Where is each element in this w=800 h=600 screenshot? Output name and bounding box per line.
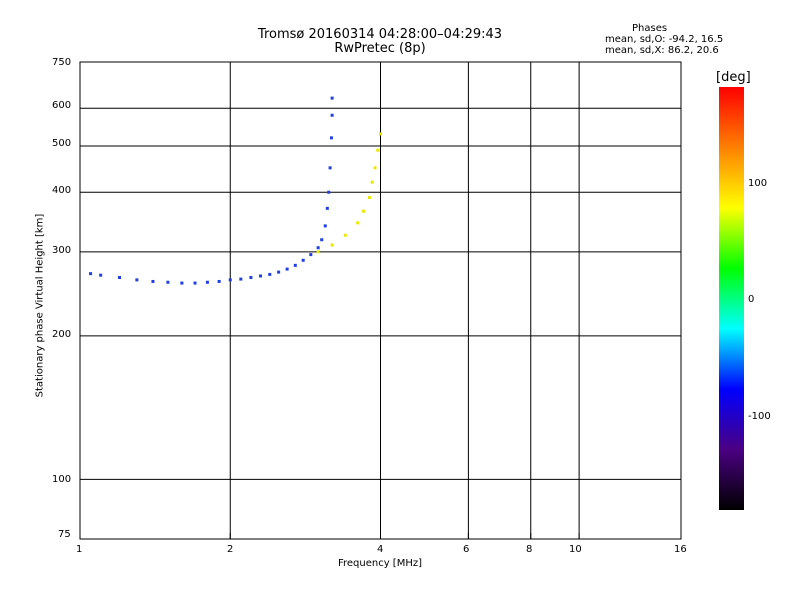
data-point <box>268 272 272 276</box>
phase-stats-o: mean, sd,O: -94.2, 16.5 <box>605 34 724 45</box>
data-point <box>135 278 139 282</box>
data-point <box>323 224 327 228</box>
colorbar <box>719 87 744 510</box>
chart-subtitle: RwPretec (8p) <box>334 41 426 56</box>
colorbar-tick-100: 100 <box>748 178 768 189</box>
data-point <box>239 277 243 281</box>
x-tick-label: 10 <box>569 544 582 555</box>
y-tick-label: 75 <box>58 529 71 540</box>
data-point <box>325 206 329 210</box>
data-point <box>301 258 305 262</box>
data-point <box>316 246 320 250</box>
phase-stats-heading: Phases <box>632 23 668 34</box>
data-point <box>356 221 360 225</box>
data-point <box>217 279 221 283</box>
data-point <box>89 272 93 276</box>
phase-stats-x: mean, sd,X: 86.2, 20.6 <box>605 45 719 56</box>
data-point <box>320 238 324 242</box>
data-point <box>379 132 382 136</box>
data-point <box>330 243 334 247</box>
y-tick-label: 100 <box>52 474 72 485</box>
x-tick-label: 8 <box>526 544 533 555</box>
data-point <box>376 148 380 152</box>
colorbar-tick-0: 0 <box>748 294 755 305</box>
data-point <box>343 233 347 237</box>
y-axis-label: Stationary phase Virtual Height [km] <box>34 213 46 398</box>
x-tick-label: 4 <box>377 544 384 555</box>
data-point <box>277 270 281 274</box>
data-point <box>99 273 103 277</box>
data-point <box>362 209 366 213</box>
data-point <box>205 280 209 284</box>
x-tick-label: 16 <box>674 544 687 555</box>
y-tick-label: 300 <box>52 245 72 256</box>
y-tick-label: 750 <box>52 57 72 68</box>
axis-ticks <box>79 533 682 539</box>
colorbar-label: [deg] <box>716 70 751 85</box>
x-axis-label: Frequency [MHz] <box>337 558 423 569</box>
chart-title: Tromsø 20160314 04:28:00–04:29:43 <box>257 27 503 42</box>
data-point <box>249 276 253 280</box>
data-point <box>330 113 334 117</box>
data-point <box>316 250 320 254</box>
x-tick-label: 2 <box>227 544 234 555</box>
data-point <box>373 166 377 170</box>
data-point <box>370 180 374 184</box>
data-point <box>293 263 297 267</box>
y-tick-label: 600 <box>52 100 72 111</box>
data-point <box>309 253 313 257</box>
y-tick-label: 400 <box>52 185 72 196</box>
x-tick-label: 1 <box>76 544 83 555</box>
grid-lines <box>79 61 682 540</box>
data-point <box>330 96 334 100</box>
data-points <box>89 96 382 285</box>
x-tick-label: 6 <box>463 544 470 555</box>
colorbar-tick-minus100: -100 <box>748 411 771 422</box>
y-tick-label: 200 <box>52 329 72 340</box>
data-point <box>180 281 184 285</box>
data-point <box>328 166 332 170</box>
data-point <box>327 190 331 194</box>
data-point <box>329 136 333 140</box>
data-point <box>166 280 170 284</box>
data-point <box>228 278 232 282</box>
data-point <box>118 276 122 280</box>
data-point <box>285 267 289 271</box>
data-point <box>193 281 197 285</box>
data-point <box>259 274 263 278</box>
data-point <box>367 195 371 199</box>
data-point <box>151 279 155 283</box>
y-tick-label: 500 <box>52 138 72 149</box>
